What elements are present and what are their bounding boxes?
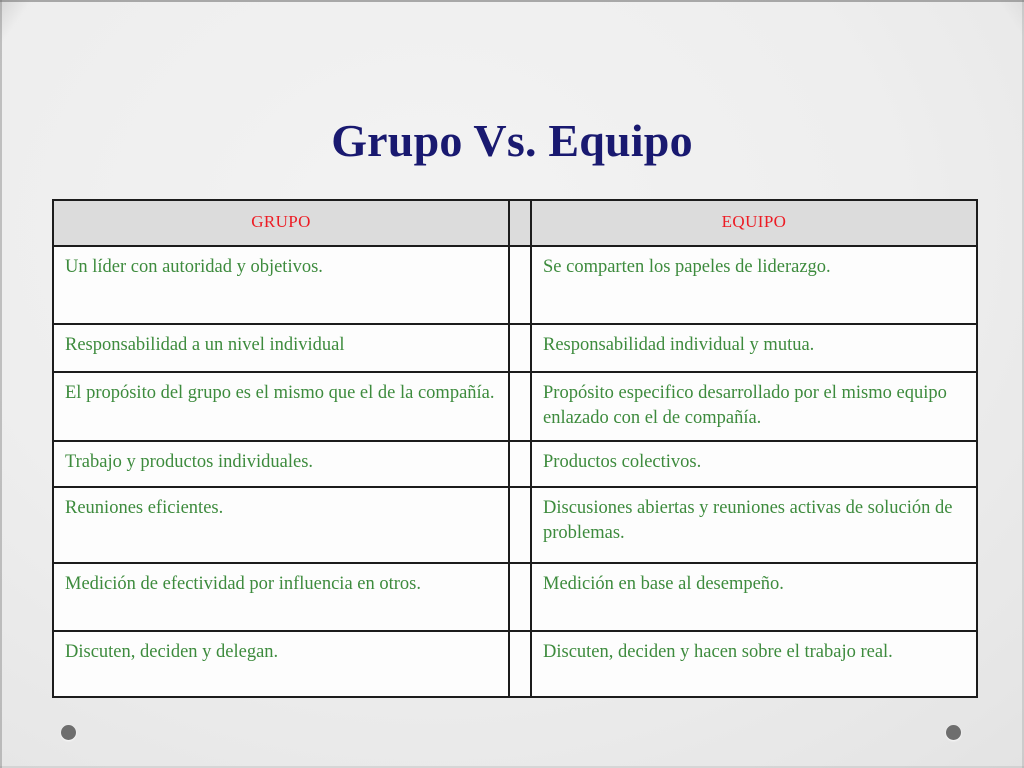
cell-grupo: El propósito del grupo es el mismo que e…: [52, 371, 510, 443]
cell-equipo: Se comparten los papeles de liderazgo.: [530, 245, 978, 326]
table-header: GRUPO EQUIPO: [52, 198, 978, 248]
column-header-equipo: EQUIPO: [530, 198, 978, 248]
cell-grupo: Un líder con autoridad y objetivos.: [52, 245, 510, 326]
cell-equipo: Medición en base al desempeño.: [530, 562, 978, 633]
column-header-spacer: [508, 198, 532, 248]
cell-equipo: Propósito especifico desarrollado por el…: [530, 371, 978, 443]
cell-grupo: Discuten, deciden y delegan.: [52, 630, 510, 699]
cell-spacer: [508, 323, 532, 374]
table-header-row: GRUPO EQUIPO: [52, 198, 978, 248]
page-title: Grupo Vs. Equipo: [331, 114, 693, 166]
cell-equipo: Discusiones abiertas y reuniones activas…: [530, 486, 978, 565]
comparison-table-container: GRUPO EQUIPO Un líder con autoridad y ob…: [52, 198, 978, 699]
cell-equipo: Responsabilidad individual y mutua.: [530, 323, 978, 374]
decorative-dot-right: [946, 725, 961, 740]
table-row: Trabajo y productos individuales. Produc…: [52, 440, 978, 489]
decorative-dot-left: [61, 725, 76, 740]
cell-spacer: [508, 486, 532, 565]
cell-spacer: [508, 440, 532, 489]
table-row: Un líder con autoridad y objetivos. Se c…: [52, 245, 978, 326]
table-row: Reuniones eficientes. Discusiones abiert…: [52, 486, 978, 565]
comparison-table: GRUPO EQUIPO Un líder con autoridad y ob…: [52, 198, 978, 699]
cell-spacer: [508, 562, 532, 633]
table-row: El propósito del grupo es el mismo que e…: [52, 371, 978, 443]
table-row: Responsabilidad a un nivel individual Re…: [52, 323, 978, 374]
cell-spacer: [508, 630, 532, 699]
table-body: Un líder con autoridad y objetivos. Se c…: [52, 245, 978, 699]
cell-equipo: Productos colectivos.: [530, 440, 978, 489]
table-row: Medición de efectividad por influencia e…: [52, 562, 978, 633]
cell-spacer: [508, 371, 532, 443]
table-row: Discuten, deciden y delegan. Discuten, d…: [52, 630, 978, 699]
cell-spacer: [508, 245, 532, 326]
cell-grupo: Responsabilidad a un nivel individual: [52, 323, 510, 374]
cell-equipo: Discuten, deciden y hacen sobre el traba…: [530, 630, 978, 699]
column-header-grupo: GRUPO: [52, 198, 510, 248]
cell-grupo: Reuniones eficientes.: [52, 486, 510, 565]
cell-grupo: Medición de efectividad por influencia e…: [52, 562, 510, 633]
cell-grupo: Trabajo y productos individuales.: [52, 440, 510, 489]
